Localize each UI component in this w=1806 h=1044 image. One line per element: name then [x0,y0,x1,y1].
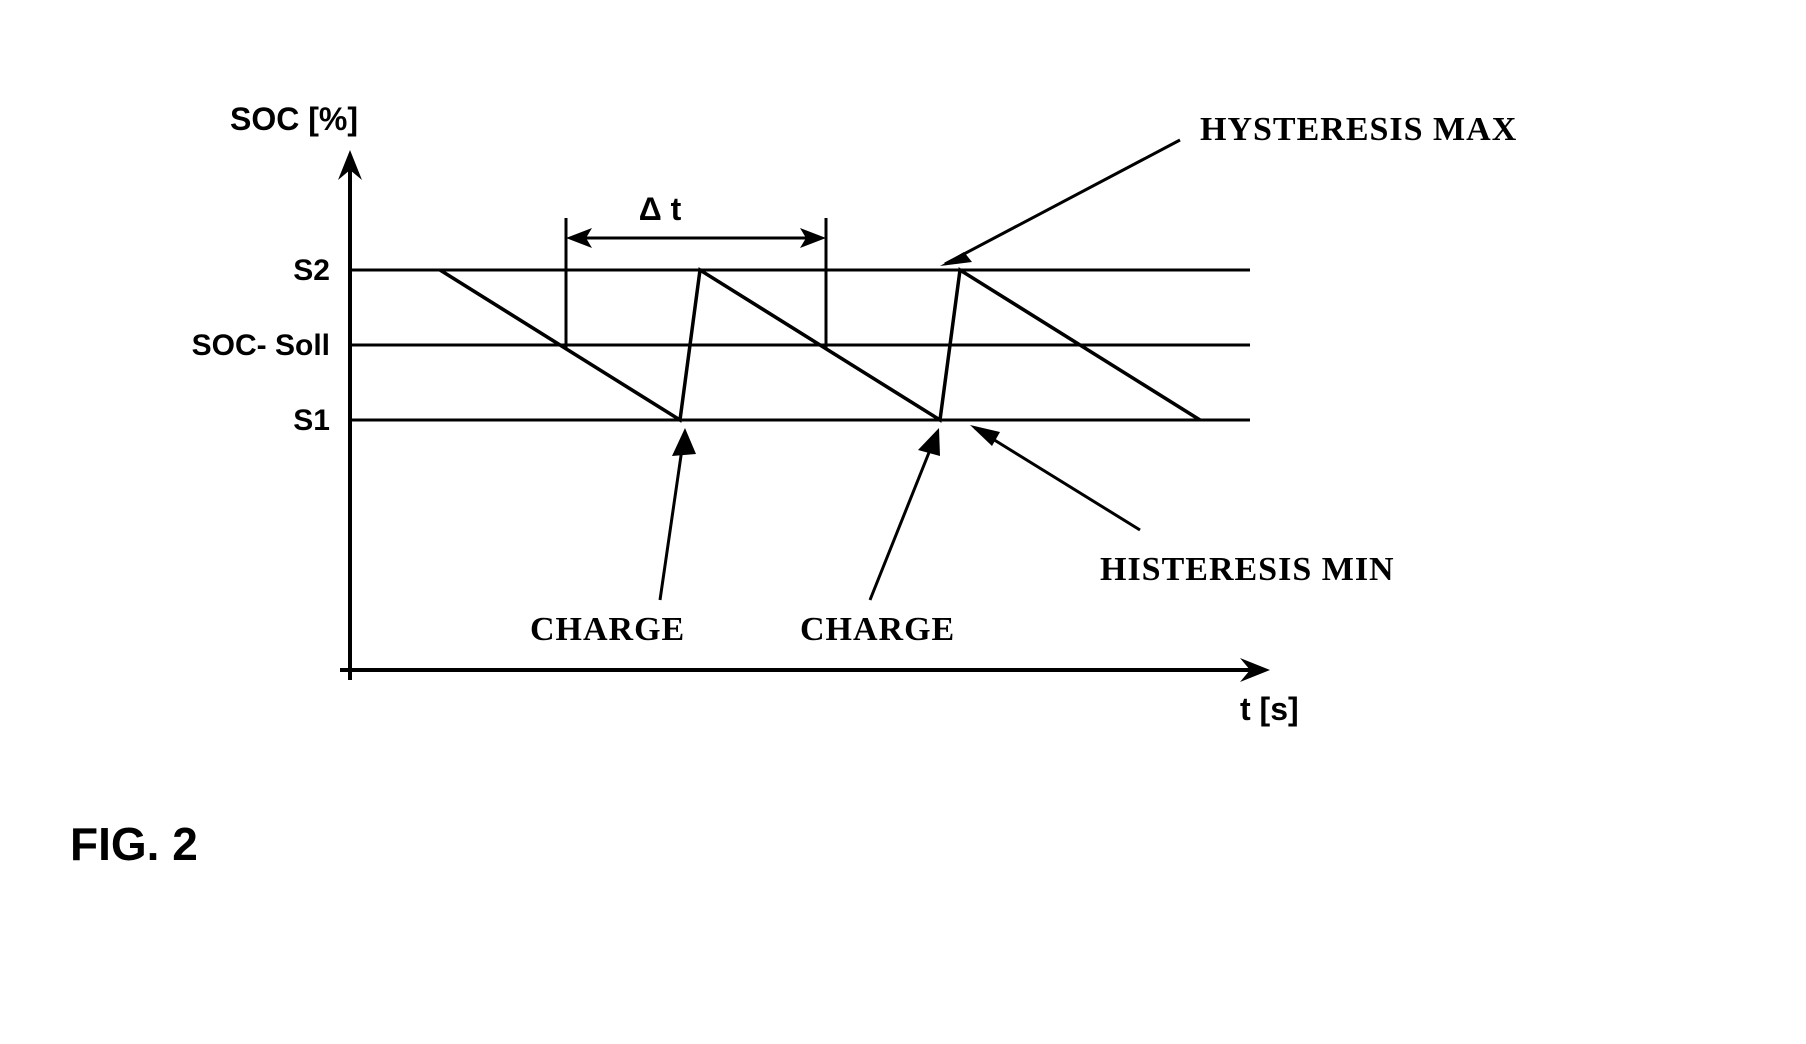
figure-title: FIG. 2 [70,818,198,870]
y-axis-label: SOC [%] [230,101,358,137]
arrow-hysteresis-min-head [970,425,1000,446]
figure-container: SOC [%] t [s] S2 SOC- Soll S1 Δ t HYSTER… [40,40,1740,1000]
tick-s2: S2 [293,254,330,287]
label-charge-1: CHARGE [530,611,685,648]
arrow-hysteresis-max-head [940,252,972,266]
label-hysteresis-max: HYSTERESIS MAX [1200,111,1517,148]
arrow-charge-2-head [918,428,940,456]
arrow-charge-2 [870,435,936,600]
arrow-charge-1 [660,435,684,600]
label-charge-2: CHARGE [800,611,955,648]
tick-soc-soll: SOC- Soll [192,329,330,362]
arrow-charge-1-head [672,428,696,456]
arrow-hysteresis-max [945,140,1180,264]
x-axis-label: t [s] [1240,691,1299,727]
soc-hysteresis-chart: SOC [%] t [s] S2 SOC- Soll S1 Δ t HYSTER… [40,40,1740,1000]
label-hysteresis-min: HISTERESIS MIN [1100,551,1395,588]
tick-s1: S1 [293,404,330,437]
arrow-hysteresis-min [975,428,1140,530]
delta-t-label: Δ t [639,191,682,227]
